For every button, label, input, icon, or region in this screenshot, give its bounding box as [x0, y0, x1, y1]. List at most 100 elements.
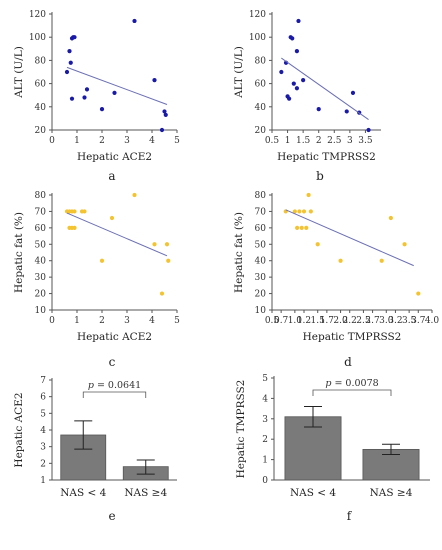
x-tick-label: 3.2 — [388, 316, 402, 326]
y-tick-label: 2 — [262, 435, 268, 445]
x-axis-label: Hepatic ACE2 — [77, 331, 152, 343]
data-point — [99, 107, 105, 112]
y-tick-label: 3 — [262, 415, 268, 425]
data-point — [109, 215, 115, 221]
y-tick-label: 30 — [255, 273, 267, 283]
data-point — [344, 109, 349, 114]
y-tick-label: 100 — [29, 33, 46, 43]
x-tick-label: 3.5 — [358, 136, 373, 146]
data-point — [67, 49, 72, 54]
x-tick-label: 0 — [49, 136, 55, 146]
panel-b: 20 40 60 80 100 120 ALT (U/L) 0.5 1 1.5 2 2.5 3 3.5 He… — [233, 10, 381, 183]
data-point — [301, 78, 306, 83]
data-point — [163, 112, 168, 118]
data-point — [304, 225, 309, 230]
x-tick-label: 1.0 — [288, 316, 303, 326]
y-tick-label: 3 — [40, 443, 46, 453]
y-axis-label: Hepatic ACE2 — [13, 392, 25, 467]
category-label: NAS < 4 — [60, 487, 106, 499]
y-tick-label: 5 — [262, 374, 268, 384]
data-point — [112, 90, 117, 95]
y-tick-label: 4 — [262, 394, 268, 404]
trend-line — [281, 57, 369, 120]
p-value-label: p = 0.0641 — [88, 380, 141, 391]
panel-letter: c — [109, 355, 116, 369]
x-tick-label: 0.5 — [265, 136, 280, 146]
y-axis-label: ALT (U/L) — [13, 46, 25, 99]
x-tick-label: 4.0 — [425, 316, 440, 326]
y-tick-label: 40 — [35, 103, 47, 113]
data-point — [166, 258, 171, 263]
category-label: NAS ≥4 — [370, 487, 413, 499]
data-point — [290, 36, 295, 41]
data-point — [366, 127, 371, 133]
data-point — [295, 225, 300, 230]
x-tick-label: 2.5 — [327, 136, 342, 146]
y-tick-label: 60 — [255, 80, 267, 90]
panel-e: 1 2 3 4 5 6 7 Hepatic ACE2 NAS < 4 NAS ≥4 p = 0.06… — [13, 376, 177, 523]
data-point — [291, 81, 296, 86]
y-tick-label: 80 — [255, 191, 267, 201]
x-tick-label: 4 — [149, 136, 155, 146]
data-point — [388, 215, 393, 221]
x-tick-label: 2 — [99, 316, 105, 326]
x-tick-label: 3 — [124, 316, 130, 326]
y-tick-label: 40 — [255, 257, 267, 267]
x-tick-label: 3.0 — [379, 316, 394, 326]
x-axis-label: Hepatic TMPRSS2 — [303, 331, 402, 343]
y-tick-label: 6 — [40, 393, 46, 403]
data-point — [132, 192, 137, 198]
x-axis-label: Hepatic ACE2 — [77, 151, 152, 163]
panel-letter: a — [108, 169, 115, 183]
y-tick-label: 30 — [35, 273, 47, 283]
panel-letter: b — [316, 169, 324, 183]
data-point — [316, 107, 321, 112]
data-point — [308, 209, 313, 214]
data-point — [294, 86, 300, 91]
x-tick-label: 2.7 — [365, 316, 380, 326]
x-tick-label: 1.7 — [320, 316, 335, 326]
x-tick-label: 3.5 — [402, 316, 417, 326]
data-point — [132, 18, 137, 24]
data-point — [379, 258, 384, 263]
trend-line — [66, 66, 168, 105]
trend-line — [66, 212, 168, 257]
x-tick-label: 4 — [149, 316, 155, 326]
y-tick-label: 80 — [35, 56, 47, 66]
x-axis-label: Hepatic TMPRSS2 — [277, 151, 376, 163]
y-tick-label: 20 — [35, 126, 47, 136]
y-tick-label: 120 — [249, 10, 266, 20]
x-tick-label: 2.2 — [343, 316, 357, 326]
x-tick-label: 1.2 — [297, 316, 311, 326]
data-point — [72, 209, 77, 214]
y-tick-label: 10 — [35, 306, 47, 316]
x-tick-label: 5 — [174, 136, 180, 146]
y-tick-label: 100 — [249, 33, 266, 43]
data-point — [152, 78, 157, 83]
y-tick-label: 0 — [262, 476, 268, 486]
trend-line — [285, 209, 414, 267]
x-tick-label: 3 — [124, 136, 130, 146]
x-tick-label: 1.5 — [296, 136, 311, 146]
x-tick-label: 0 — [49, 316, 55, 326]
panel-letter: f — [347, 509, 353, 523]
y-axis-label: Hepatic TMPRSS2 — [235, 380, 247, 479]
y-tick-label: 80 — [255, 56, 267, 66]
y-tick-label: 7 — [40, 376, 46, 386]
data-point — [350, 90, 356, 95]
x-tick-label: 1 — [74, 136, 80, 146]
panel-letter: e — [108, 509, 115, 523]
data-point — [69, 96, 75, 101]
significance-bracket — [312, 389, 392, 396]
x-tick-label: 2 — [99, 136, 105, 146]
data-point — [68, 60, 73, 65]
x-tick-label: 5 — [174, 316, 180, 326]
panel-a: 20 40 60 80 100 120 ALT (U/L) 0 1 2 3 4 5 Hepatic ACE… — [13, 10, 180, 183]
x-tick-label: 2 — [316, 136, 322, 146]
data-point — [297, 209, 302, 214]
x-tick-label: 0.5 — [265, 316, 280, 326]
y-axis-label: ALT (U/L) — [233, 46, 245, 99]
data-point — [292, 209, 297, 214]
panel-c: 10 20 30 40 50 60 70 80 Hepatic fat (%) 0 1 2 3 4 5 Hep… — [13, 191, 180, 369]
panel-f: 0 1 2 3 4 5 Hepatic TMPRSS2 NAS < 4 NAS ≥4 p = 0.… — [235, 374, 430, 523]
